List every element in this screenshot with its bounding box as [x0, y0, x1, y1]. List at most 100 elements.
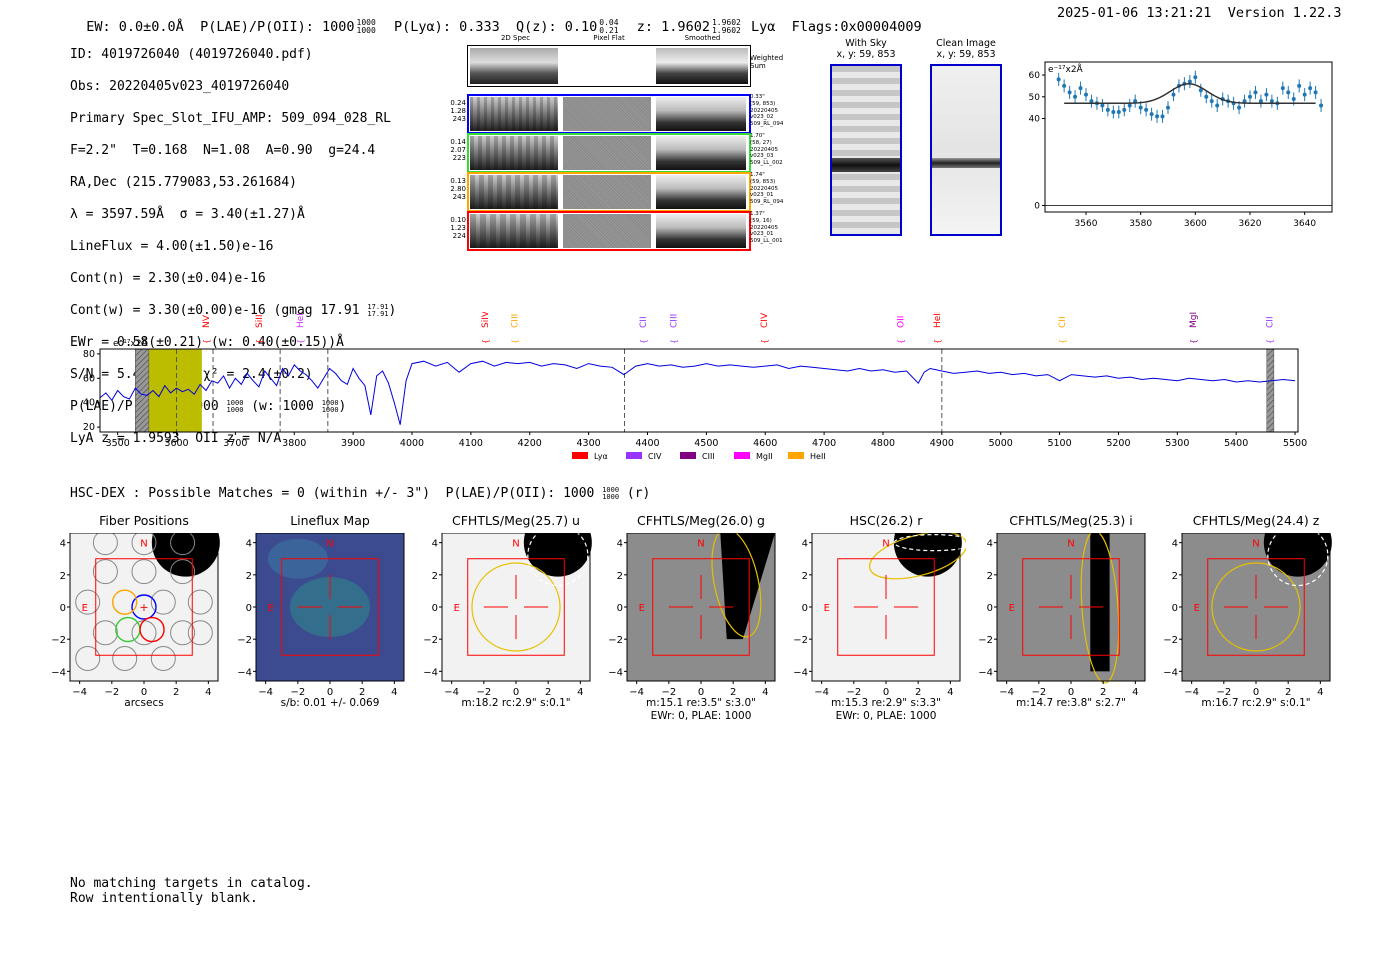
imaging-panel: N E −4 −4 −2 −2 0 0 2 2 4 4: [793, 533, 966, 698]
header-summary: EW: 0.0±0.0Å P(LAE)/P(OII): 1000 1000 1000…: [70, 3, 922, 36]
emission-line-label: CII {: [1266, 316, 1276, 344]
panel-title: Fiber Positions: [99, 513, 189, 528]
data-point: [1149, 112, 1154, 117]
data-point: [1204, 94, 1209, 99]
data-point: [1089, 99, 1094, 104]
data-point: [1264, 92, 1269, 97]
cutout-row-left-stats: 0.13 2.80 243: [450, 177, 466, 201]
data-point: [1209, 99, 1214, 104]
spectrum-frame: [99, 348, 1299, 433]
image-background: [997, 533, 1145, 681]
x-tick-label: −4: [72, 687, 87, 698]
y-tick-label: −2: [237, 635, 252, 646]
fiber-circle: [92, 559, 118, 585]
with-sky-title: With Sky x, y: 59, 853: [836, 38, 896, 60]
panel-title: CFHTLS/Meg(24.4) z: [1192, 513, 1320, 528]
data-point: [1171, 92, 1176, 97]
spectrum-line: [99, 360, 1296, 425]
data-point: [1258, 99, 1263, 104]
data-point: [1248, 94, 1252, 99]
y-tick-label: 2: [246, 571, 252, 582]
east-label: E: [82, 603, 88, 614]
header-pixel-flat: Pixel Flat: [593, 34, 625, 42]
y-tick-label: −2: [608, 635, 623, 646]
data-point: [1122, 107, 1127, 112]
svg-text:NV: NV: [202, 314, 212, 328]
east-label: E: [454, 603, 460, 614]
x-tick-label: −2: [661, 687, 676, 698]
data-point: [1302, 92, 1307, 97]
clean-image: [930, 64, 1002, 236]
y-tick-label: −2: [51, 635, 66, 646]
imaging-panel: N E −4 −4 −2 −2 0 0 2 2 4 4: [608, 533, 776, 698]
x-tick-label: 4600: [753, 438, 777, 449]
x-tick-label: −4: [1184, 687, 1199, 698]
search-box: [467, 558, 565, 656]
data-point: [1155, 114, 1160, 119]
header-smoothed: Smoothed: [684, 34, 721, 42]
data-point: [1067, 90, 1072, 95]
cutout-smoothed: [656, 175, 746, 209]
svg-text:CIII: CIII: [702, 452, 715, 461]
fiber-circle: [92, 533, 118, 556]
cutout-row-left-stats: 0.14 2.07 223: [450, 138, 466, 162]
y-tick-label: −4: [608, 667, 623, 678]
data-point: [1319, 103, 1324, 108]
detection-info: ID: 4019726040 (4019726040.pdf) Obs: 202…: [70, 31, 396, 463]
x-tick-label: 2: [1285, 687, 1291, 698]
panel-caption: m:15.3 re:2.9" s:3.3": [831, 697, 941, 709]
catalog-aperture: [1080, 533, 1120, 684]
x-tick-label: 4800: [871, 438, 895, 449]
emission-line-label: CIV {: [760, 312, 770, 344]
y-tick-label: 50: [1029, 93, 1041, 103]
info-line: Cont(w) = 3.30(±0.00)e-16 (gmag 17.91 17…: [70, 302, 397, 318]
cutout-2d-spec: [470, 136, 558, 170]
cutout-2d-spec: [470, 175, 558, 209]
y-tick-label: 80: [83, 349, 95, 360]
data-point: [1286, 90, 1291, 95]
svg-text:{: {: [1058, 339, 1067, 344]
svg-text:{: {: [510, 339, 519, 344]
x-tick-label: 4300: [577, 438, 601, 449]
x-tick-label: −2: [290, 687, 305, 698]
cutout-row: [467, 94, 751, 134]
highlighted-fiber: [111, 589, 138, 615]
catalog-note: No matching targets in catalog. Row inten…: [70, 876, 313, 906]
cutout-row-right-info: 1.37" (59, 16) 20220405 v023_01 509_LL_001: [750, 211, 783, 245]
cutout-pixel-flat: [563, 214, 651, 248]
fiber-circle: [131, 559, 157, 585]
svg-text:{: {: [639, 339, 648, 344]
imaging-panel: N E −4 −4 −2 −2 0 0 2 2 4 4: [1163, 533, 1332, 698]
header-right: 2025-01-06 13:21:21 Version 1.22.3: [1057, 5, 1342, 21]
search-box: [837, 558, 935, 656]
info-line: LyA z = 1.9593 OII z = N/A: [70, 431, 282, 446]
line-fit-chart: 0 40 50 60 3560 3580 3600 3620 3640 e⁻¹⁷x2Å: [1029, 61, 1333, 229]
svg-text:{: {: [760, 339, 769, 344]
data-point: [1144, 107, 1149, 112]
x-tick-label: 4: [391, 687, 397, 698]
x-tick-label: 0: [327, 687, 333, 698]
imaging-panel: N E −4 −4 −2 −2 0 0 2 2 4 4: [423, 533, 592, 698]
east-label: E: [1194, 603, 1200, 614]
z-tail: Lyα Flags:0x00004009: [751, 19, 922, 35]
data-point: [1291, 96, 1296, 101]
data-point: [1269, 99, 1274, 104]
data-point: [1198, 88, 1203, 93]
cutout-row: [467, 172, 751, 212]
data-point: [1187, 79, 1192, 84]
x-tick-label: 2: [359, 687, 365, 698]
y-tick-label: 0: [246, 603, 252, 614]
x-tick-label: 4: [577, 687, 583, 698]
timestamp: 2025-01-06 13:21:21: [1057, 5, 1212, 21]
fiber-circle: [150, 589, 176, 615]
search-box: [95, 558, 193, 656]
info-line: Primary Spec_Slot_IFU_AMP: 509_094_028_R…: [70, 111, 391, 126]
x-tick-label: −4: [999, 687, 1014, 698]
cutout-row-right-info: 0.33" (59, 853) 20220405 v023_02 509_RL_094: [750, 94, 784, 128]
data-point: [1062, 83, 1067, 88]
bright-source: [1090, 533, 1110, 672]
version: Version 1.22.3: [1227, 5, 1342, 21]
panel-caption: m:14.7 re:3.8" s:2.7": [1016, 697, 1126, 709]
north-label: N: [326, 539, 333, 550]
data-point: [1237, 105, 1242, 110]
